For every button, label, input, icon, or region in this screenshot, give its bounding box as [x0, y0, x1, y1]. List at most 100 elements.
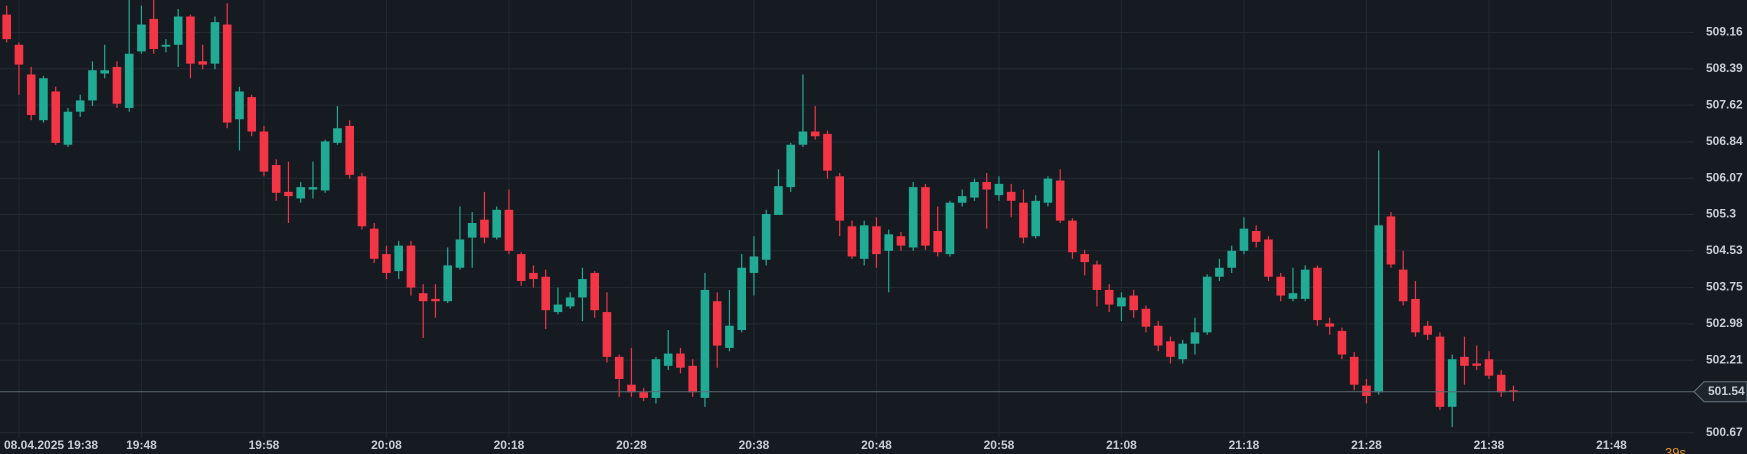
candle-body [1068, 220, 1077, 253]
candle-body [933, 230, 942, 253]
x-tick-label: 20:38 [739, 438, 770, 452]
candle-body [1215, 267, 1224, 277]
candle-body [88, 70, 97, 101]
candle-body [859, 225, 869, 259]
candle-body [1484, 359, 1494, 376]
x-tick-label: 19:58 [249, 438, 280, 452]
candle-body [1239, 228, 1249, 251]
candle-body [1288, 293, 1298, 299]
candle-body [1080, 254, 1089, 263]
candle-body [1190, 332, 1200, 344]
candle-body [1325, 323, 1334, 327]
y-tick-label: 500.67 [1706, 425, 1743, 439]
candle-body [1031, 200, 1040, 237]
candle-body [737, 267, 746, 330]
candle-body [1472, 363, 1481, 366]
candle-body [516, 254, 526, 281]
candle-body [1043, 178, 1053, 203]
candle-body [1313, 267, 1322, 321]
candle-body [1386, 216, 1396, 265]
candle-body [1349, 356, 1359, 385]
y-tick-label: 505.3 [1706, 207, 1736, 221]
candle-body [2, 14, 12, 40]
candle-body [26, 74, 36, 116]
candles [2, 0, 1518, 428]
candle-body [823, 133, 832, 171]
candle-body [1092, 264, 1102, 290]
candle-body [1227, 250, 1236, 268]
current-price-box [1693, 381, 1747, 403]
candle-body [1104, 289, 1114, 305]
candle-body [39, 78, 48, 121]
candle-body [1362, 385, 1371, 396]
candle-body [345, 125, 354, 175]
candle-body [492, 209, 501, 238]
candle-body [124, 53, 134, 108]
current-price-label: 501.54 [1708, 384, 1745, 398]
candle-body [467, 222, 477, 238]
candle-body [222, 24, 232, 123]
candle-body [1129, 295, 1138, 311]
x-tick-label: 08.04.2025 19:38 [4, 438, 98, 452]
candle-body [651, 359, 661, 398]
candle-body [75, 100, 85, 112]
candle-body [418, 293, 428, 302]
candle-body [798, 131, 808, 145]
candle-body [884, 234, 893, 251]
candle-body [1398, 269, 1408, 302]
candle-body [369, 228, 379, 259]
candle-body [431, 298, 440, 302]
candle-body [529, 272, 538, 280]
x-tick-label: 20:48 [861, 438, 892, 452]
candle-body [602, 312, 612, 357]
candle-body [908, 187, 918, 248]
candle-body [614, 356, 624, 380]
candle-body [982, 181, 991, 190]
candle-body [112, 66, 122, 104]
y-tick-label: 509.16 [1706, 25, 1743, 39]
candle-body [896, 236, 906, 246]
candle-body [1337, 330, 1347, 355]
candle-body [1019, 202, 1028, 238]
candle-body [149, 18, 158, 50]
x-tick-label: 21:38 [1474, 438, 1505, 452]
candle-body [284, 191, 293, 197]
x-tick-label: 21:48 [1596, 438, 1627, 452]
y-tick-label: 506.84 [1706, 134, 1743, 148]
y-tick-label: 508.39 [1706, 61, 1743, 75]
candle-body [1178, 343, 1187, 360]
candle-body [51, 91, 60, 143]
candle-body [970, 181, 979, 198]
candle-body [957, 196, 967, 203]
candle-body [786, 144, 795, 188]
candle-body [333, 128, 342, 143]
candle-body [663, 353, 673, 366]
candle-body [1276, 276, 1285, 296]
candle-body [382, 254, 391, 273]
candle-body [173, 16, 183, 45]
countdown: 39s [1665, 445, 1686, 454]
x-tick-label: 20:28 [616, 438, 647, 452]
candle-body [137, 24, 146, 52]
candle-body [578, 279, 587, 298]
y-tick-label: 507.62 [1706, 97, 1743, 111]
x-tick-label: 20:58 [984, 438, 1015, 452]
candle-body [271, 164, 281, 193]
candle-body [1509, 390, 1518, 392]
candle-body [541, 276, 550, 311]
candle-body [1251, 230, 1261, 242]
candle-body [1117, 297, 1126, 307]
x-tick-label: 21:08 [1106, 438, 1137, 452]
candle-body [1300, 269, 1310, 299]
overlay: 500.67 502.21 502.98 503.75 504.53 505.3 506.0… [0, 25, 1747, 454]
x-tick-label: 20:08 [371, 438, 402, 452]
candle-body [198, 61, 207, 65]
candle-body [296, 187, 305, 199]
y-tick-label: 504.53 [1706, 243, 1743, 257]
candle-body [1153, 325, 1163, 346]
candle-body [100, 70, 109, 74]
candle-body [872, 226, 881, 255]
candle-body [394, 245, 403, 272]
y-tick-label: 502.98 [1706, 316, 1743, 330]
